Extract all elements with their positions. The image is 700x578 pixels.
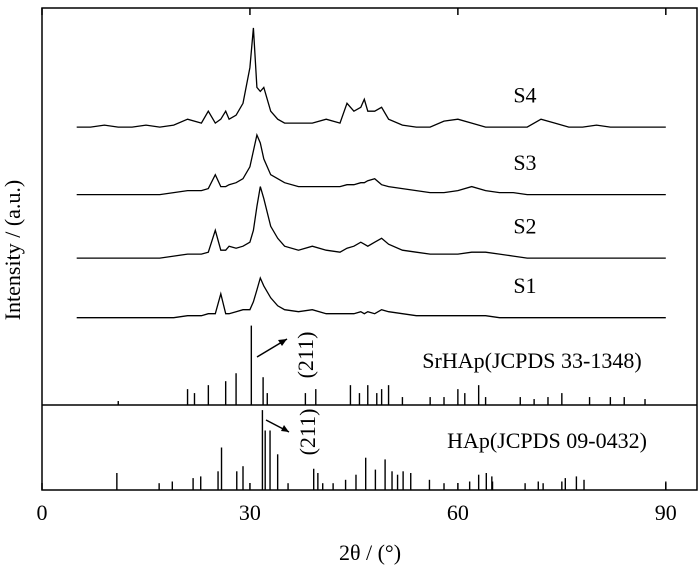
series-label: S3	[513, 150, 536, 175]
pattern-label: SrHAp(JCPDS 33-1348)	[422, 348, 641, 373]
x-tick-label: 60	[447, 500, 469, 525]
series-label: S4	[513, 82, 536, 107]
series-line	[76, 132, 666, 196]
y-axis-label: Intensity / (a.u.)	[0, 180, 25, 321]
peak-label: (211)	[295, 409, 320, 456]
x-tick-label: 0	[37, 500, 48, 525]
series-label: S2	[513, 213, 536, 238]
x-tick-label: 90	[655, 500, 677, 525]
peak-label: (211)	[293, 332, 318, 379]
arrow-head	[281, 425, 289, 432]
plot-frame	[41, 7, 698, 491]
arrow-head	[278, 339, 287, 346]
x-axis-label: 2θ / (°)	[339, 540, 401, 565]
pattern-label: HAp(JCPDS 09-0432)	[447, 428, 647, 453]
series-line	[76, 186, 666, 259]
series-line	[76, 276, 666, 319]
series-line	[76, 27, 666, 128]
x-tick-label: 30	[239, 500, 261, 525]
series-label: S1	[513, 273, 536, 298]
